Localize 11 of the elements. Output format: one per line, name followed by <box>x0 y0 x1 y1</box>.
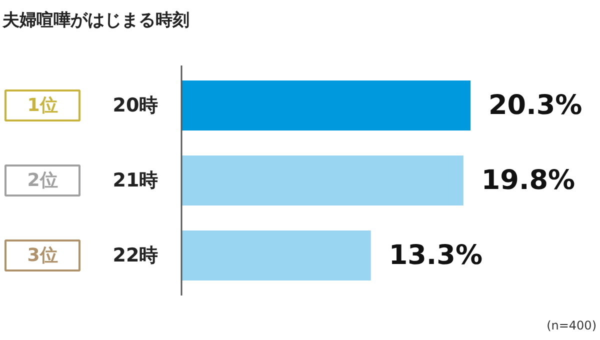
text: 1位 <box>27 95 58 116</box>
y-tick-label: 22時 <box>112 244 158 266</box>
data-label: 13.3% <box>388 240 483 271</box>
text: (n=400) <box>546 318 597 332</box>
y-tick-label: 20時 <box>112 94 158 116</box>
data-label: 19.8% <box>481 165 576 196</box>
text: 3位 <box>27 245 58 266</box>
text: 2位 <box>27 170 58 191</box>
chart-title: 夫婦喧嘩がはじまる時刻 <box>2 10 190 30</box>
y-tick-label: 21時 <box>112 170 158 192</box>
data-label: 20.3% <box>488 90 582 121</box>
